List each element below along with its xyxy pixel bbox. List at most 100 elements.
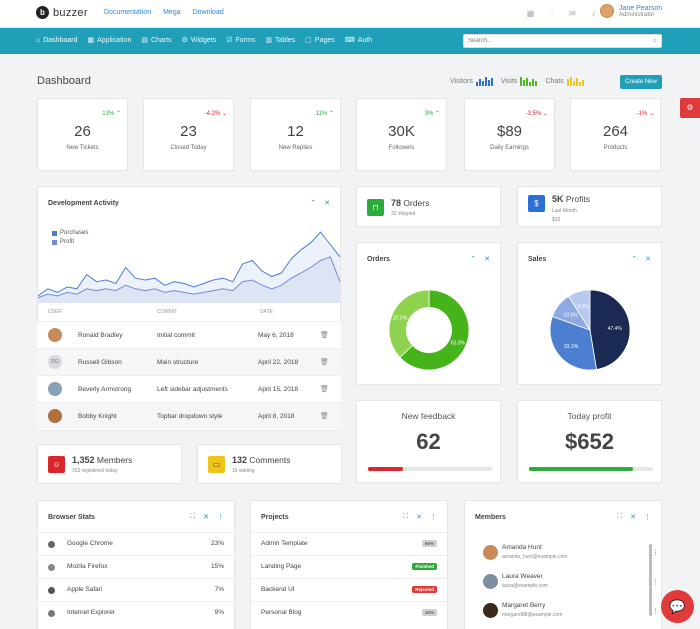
nav-item-application[interactable]: ▦ Application <box>87 36 131 45</box>
settings-tab-icon[interactable]: ⚙ <box>680 98 700 118</box>
search-input[interactable] <box>464 35 644 47</box>
list-item[interactable]: Backend UI Rejected <box>251 578 447 601</box>
browser-share: 23% <box>210 540 224 547</box>
bell-icon[interactable]: ♪ <box>591 9 596 18</box>
list-item[interactable]: Internet Explorer 9% <box>38 601 234 624</box>
list-item[interactable]: Personal Blog 40% <box>251 601 447 624</box>
logo-text: buzzer <box>53 6 88 19</box>
chevron-up-icon: ⌃ <box>114 111 121 117</box>
card-title: Browser Stats <box>48 514 96 521</box>
member-name: Amanda Hunt <box>502 544 542 551</box>
link-download[interactable]: Download <box>192 9 224 16</box>
trash-icon[interactable]: 🗑 <box>320 332 329 339</box>
create-new-button[interactable]: Create New <box>620 75 662 89</box>
table-row[interactable]: Ronald Bradley Initial commit May 6, 2018 🗑 <box>37 321 341 348</box>
table-row[interactable]: RG Russell Gibson Main structure April 22, … <box>37 348 341 375</box>
nav-item-charts[interactable]: ▤ Charts <box>141 36 171 45</box>
browser-stats-card: Browser Stats ⛶ ✕ ⋮ Google Chrome 23% Mozi… <box>37 500 235 629</box>
link-documentation[interactable]: Documentation <box>104 9 152 16</box>
more-icon[interactable]: ⋮ <box>652 550 659 557</box>
pie-slice[interactable] <box>589 289 631 370</box>
chats-sparkline <box>566 77 584 86</box>
nav-item-forms[interactable]: ☑ Forms <box>226 36 255 45</box>
list-item[interactable]: Mozila Firefox 15% <box>38 555 234 578</box>
mail-icon[interactable]: ✉ <box>569 9 576 18</box>
stat-label: Daily Earnings <box>490 145 529 151</box>
chrome-icon <box>48 541 55 548</box>
stat-change: 11% ⌃ <box>316 110 334 117</box>
link-mega[interactable]: Mega <box>163 9 181 16</box>
nav-item-auth[interactable]: ⌨ Auth <box>345 36 373 45</box>
user-name: Jane Pearson <box>619 4 663 12</box>
trash-icon[interactable]: 🗑 <box>320 386 329 393</box>
member-item[interactable]: Margaret Berry margaret88@example.com ⋮ <box>475 599 665 625</box>
fullscreen-icon[interactable]: ⛶ <box>190 513 196 520</box>
more-icon[interactable]: ⋮ <box>430 514 437 521</box>
list-item[interactable]: Apple Safari 7% <box>38 578 234 601</box>
member-email: laura@example.com <box>502 583 548 589</box>
legend-visits: Visits <box>501 77 538 86</box>
stat-value: 264 <box>602 123 629 140</box>
close-icon[interactable]: ✕ <box>484 256 490 263</box>
collapse-icon[interactable]: ⌃ <box>631 256 638 263</box>
fullscreen-icon[interactable]: ⛶ <box>403 513 409 520</box>
stat-label: New Tickets <box>66 145 99 151</box>
table-row[interactable]: Bobby Knight Topbar dropdown style April 8… <box>37 402 341 429</box>
stat-label: Closed Today <box>170 145 207 151</box>
safari-icon <box>48 587 55 594</box>
list-item[interactable]: Landing Page Finished <box>251 555 447 578</box>
nav-item-pages[interactable]: ▢ Pages <box>305 36 334 45</box>
sales-pie-chart: 47.4% 33.1% 10.5% 9.0% <box>549 289 631 371</box>
nav-application-icon: ▦ <box>87 37 95 44</box>
search-icon[interactable]: ⌕ <box>652 36 657 45</box>
project-name: Admin Template <box>261 540 308 547</box>
member-item[interactable]: Laura Weaver laura@example.com ⋮ <box>475 570 665 596</box>
orders-sub: 32 shipped <box>391 211 416 217</box>
member-item[interactable]: Amanda Hunt amanda_hunt@example.com ⋮ <box>475 541 665 567</box>
collapse-icon[interactable]: ⌃ <box>470 256 477 263</box>
list-item[interactable]: Google Chrome 23% <box>38 532 234 555</box>
more-icon[interactable]: ⋮ <box>652 608 659 615</box>
close-icon[interactable]: ✕ <box>416 514 422 521</box>
trash-icon[interactable]: 🗑 <box>320 413 329 420</box>
more-icon[interactable]: ⋮ <box>217 514 224 521</box>
trash-icon[interactable]: 🗑 <box>320 359 329 366</box>
close-icon[interactable]: ✕ <box>203 514 209 521</box>
profits-value: 5K Profits <box>552 194 590 204</box>
avatar <box>48 409 62 423</box>
chevron-down-icon: ⌄ <box>541 111 548 117</box>
pie-slice[interactable] <box>549 315 597 371</box>
nav-item-tables[interactable]: ▥ Tables <box>265 36 295 45</box>
card-actions: ⌃ ✕ <box>310 199 330 207</box>
nav-item-dashboard[interactable]: ⌂ Dashboard <box>36 36 77 44</box>
scrollbar[interactable] <box>649 544 652 616</box>
close-icon[interactable]: ✕ <box>645 256 651 263</box>
collapse-icon[interactable]: ⌃ <box>310 200 317 207</box>
legend-label: Profit <box>60 239 75 245</box>
close-icon[interactable]: ✕ <box>324 200 330 207</box>
chat-button[interactable]: 💬 <box>661 590 694 623</box>
more-icon[interactable]: ⋮ <box>644 514 651 521</box>
comments-value: 132 Comments <box>232 455 291 465</box>
top-legend: Visitors Visits Chats <box>450 77 584 86</box>
logo[interactable]: b buzzer <box>36 6 88 19</box>
user-menu[interactable]: Jane Pearson Administrator <box>600 4 662 18</box>
fullscreen-icon[interactable]: ⛶ <box>617 513 623 520</box>
slice-label: 33.1% <box>564 344 579 350</box>
stat-change-value: -1% <box>636 111 648 117</box>
nav-item-widgets[interactable]: ⚙ Widgets <box>182 36 217 45</box>
stat-card: -4.2% ⌄ 23 Closed Today <box>143 98 234 171</box>
chat-icon[interactable]: ◌ <box>549 9 554 18</box>
close-icon[interactable]: ✕ <box>630 514 636 521</box>
table-row[interactable]: Beverly Armstrong Left sidebar adjustment… <box>37 375 341 402</box>
member-email: amanda_hunt@example.com <box>502 554 568 560</box>
list-item[interactable]: Admin Template 65% <box>251 532 447 555</box>
stat-value: 23 <box>180 123 197 140</box>
members-card: Members ⛶ ✕ ⋮ Amanda Hunt amanda_hunt@exa… <box>464 500 662 629</box>
more-icon[interactable]: ⋮ <box>652 579 659 586</box>
profit-card: Today profit $652 <box>517 400 662 483</box>
calendar-icon[interactable]: ▦ <box>526 9 535 18</box>
avatar <box>483 574 498 589</box>
pie-slice[interactable] <box>568 289 591 332</box>
stat-change-value: 13% <box>102 111 115 117</box>
